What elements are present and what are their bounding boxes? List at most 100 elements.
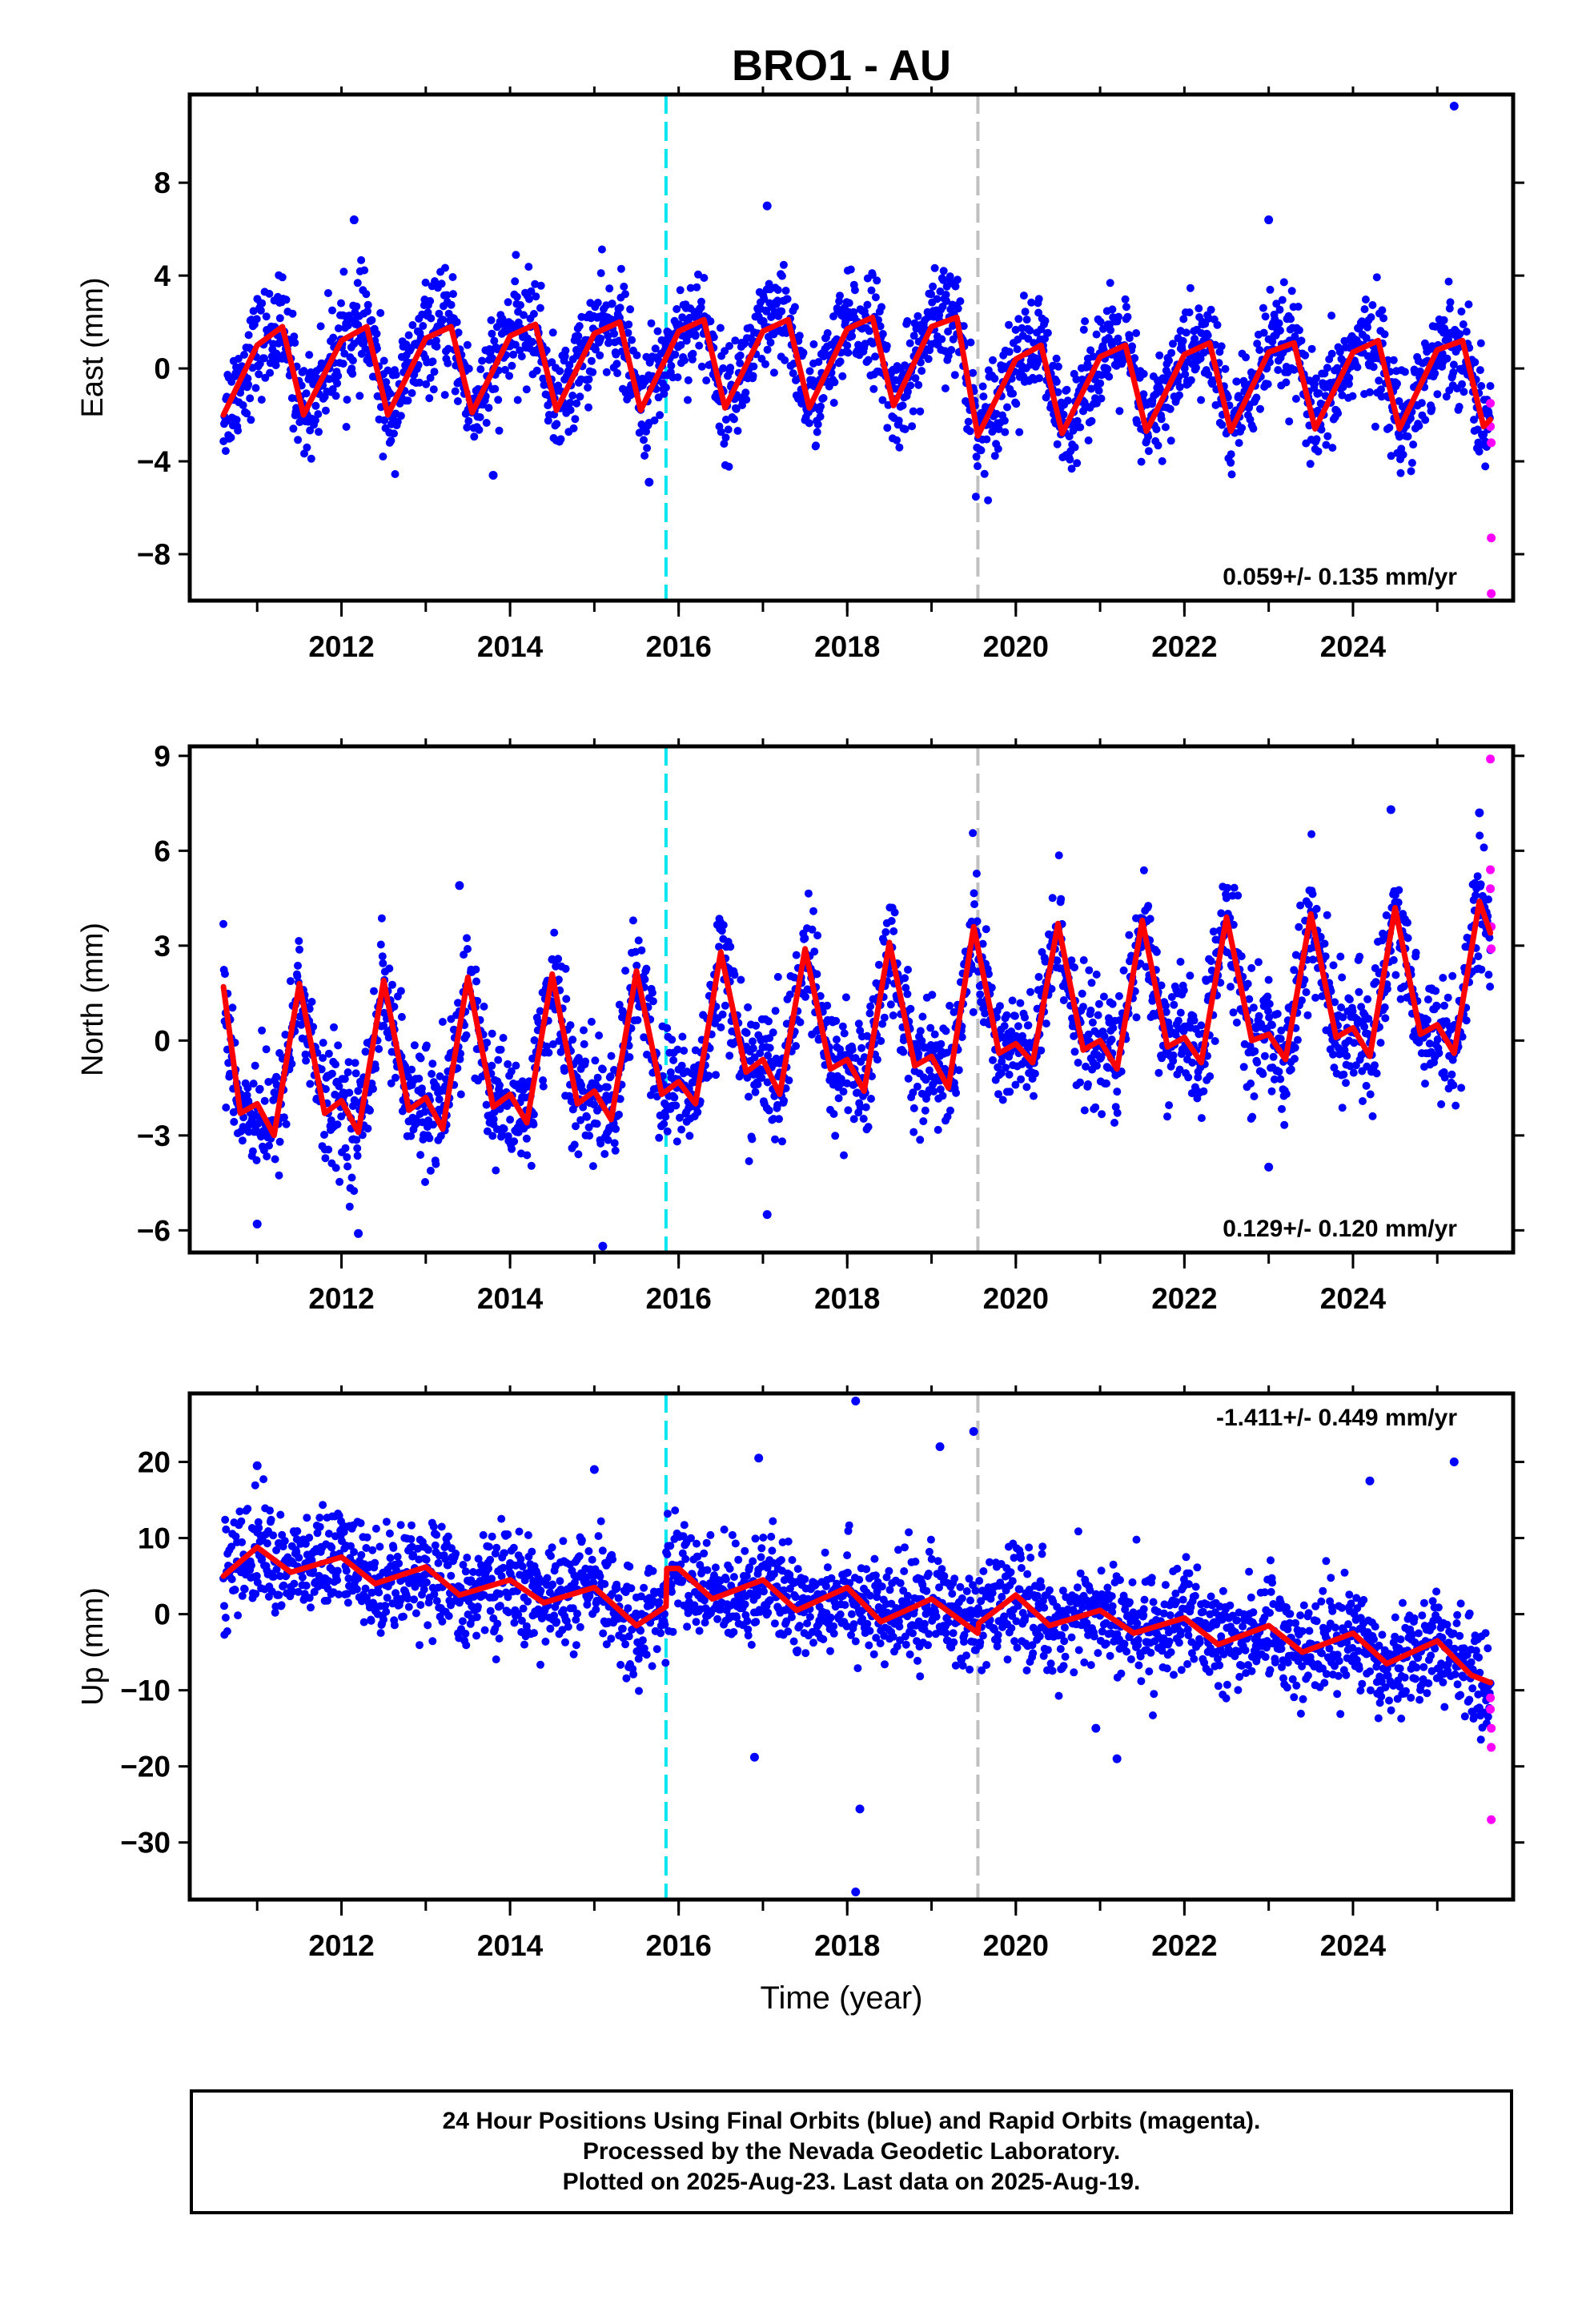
data-point [378, 952, 387, 961]
data-point [1278, 296, 1287, 304]
data-point [1076, 423, 1085, 432]
data-point [904, 1074, 913, 1083]
data-point [333, 379, 342, 388]
data-point [265, 1141, 273, 1150]
data-point [814, 358, 823, 366]
data-point [887, 917, 896, 925]
data-point [1054, 851, 1063, 860]
data-point [1033, 1004, 1042, 1013]
x-tick-label: 2012 [308, 630, 374, 663]
data-point [255, 1084, 264, 1093]
data-point [1462, 328, 1471, 336]
data-point [816, 412, 825, 421]
data-point [686, 283, 695, 292]
data-point [640, 436, 648, 444]
data-point [522, 385, 531, 394]
data-point [1070, 963, 1078, 971]
data-point [1407, 459, 1416, 467]
data-point [1315, 389, 1323, 397]
data-point [909, 407, 917, 416]
data-point [1355, 987, 1363, 996]
data-point [1076, 1078, 1085, 1087]
data-point [1345, 995, 1354, 1003]
data-point [1338, 1104, 1347, 1112]
data-point [1247, 963, 1256, 972]
data-point [456, 1090, 465, 1099]
data-point [885, 969, 894, 978]
data-point [263, 1152, 271, 1160]
data-point [946, 1106, 954, 1115]
data-point [620, 282, 628, 291]
data-point [1372, 273, 1381, 282]
data-point [1065, 432, 1074, 440]
data-point [805, 367, 814, 376]
data-point [421, 1178, 429, 1186]
data-point [1139, 390, 1148, 399]
plot-frame [187, 92, 1516, 603]
data-point [574, 1150, 583, 1159]
data-point [916, 1136, 925, 1144]
data-point [1186, 971, 1195, 980]
data-point [899, 1047, 908, 1056]
data-point [244, 380, 253, 389]
outlier-point [1475, 808, 1484, 818]
data-point [460, 951, 468, 959]
data-point [1260, 1051, 1269, 1060]
data-point [593, 1073, 602, 1082]
data-point [340, 349, 349, 358]
east-panel: 2012 2014 2016 2018 2020 2022 2024−8−4048East … [76, 86, 1524, 663]
data-point [813, 428, 821, 436]
data-point [979, 392, 988, 401]
data-point [970, 889, 978, 898]
data-point [552, 420, 561, 428]
data-point [1336, 952, 1345, 961]
data-point [252, 1156, 261, 1164]
data-point [1437, 1100, 1446, 1108]
data-point [353, 1152, 362, 1160]
data-point [777, 271, 786, 280]
data-point [281, 1031, 290, 1039]
data-point [321, 1154, 330, 1163]
data-point [375, 1044, 383, 1053]
plot-frame [187, 744, 1516, 1255]
data-point [1054, 388, 1062, 396]
data-point [1266, 285, 1275, 294]
data-point [1439, 316, 1448, 324]
data-point [462, 1031, 471, 1039]
data-point [452, 318, 461, 327]
data-point [1099, 992, 1108, 1001]
data-point [732, 404, 741, 413]
data-point [390, 1003, 399, 1011]
data-point [672, 1101, 681, 1110]
data-point [1393, 380, 1401, 388]
data-point [942, 1048, 951, 1057]
data-point [1464, 300, 1473, 309]
data-point [867, 286, 876, 295]
data-point [1368, 301, 1377, 309]
data-point [1021, 1013, 1029, 1022]
data-point [1256, 404, 1264, 413]
data-point [921, 1106, 930, 1115]
data-point [1339, 1070, 1348, 1079]
data-point [500, 1124, 508, 1133]
data-point [1249, 424, 1258, 433]
data-point [1293, 1035, 1302, 1044]
data-point [917, 1036, 926, 1045]
data-point [1239, 1063, 1248, 1072]
data-point [380, 416, 389, 424]
data-point [428, 357, 437, 366]
data-point [488, 1132, 497, 1140]
data-point [602, 368, 611, 376]
data-point [254, 1518, 263, 1526]
data-point [1379, 929, 1387, 938]
data-point [1377, 385, 1385, 394]
data-point [936, 1085, 945, 1094]
data-point [744, 1003, 753, 1011]
data-point [1073, 459, 1082, 468]
data-point [1195, 304, 1203, 313]
data-point [1000, 1022, 1009, 1031]
data-point [1477, 382, 1486, 390]
data-point [324, 1049, 333, 1058]
data-point [1462, 1016, 1471, 1025]
data-point [595, 1031, 604, 1039]
